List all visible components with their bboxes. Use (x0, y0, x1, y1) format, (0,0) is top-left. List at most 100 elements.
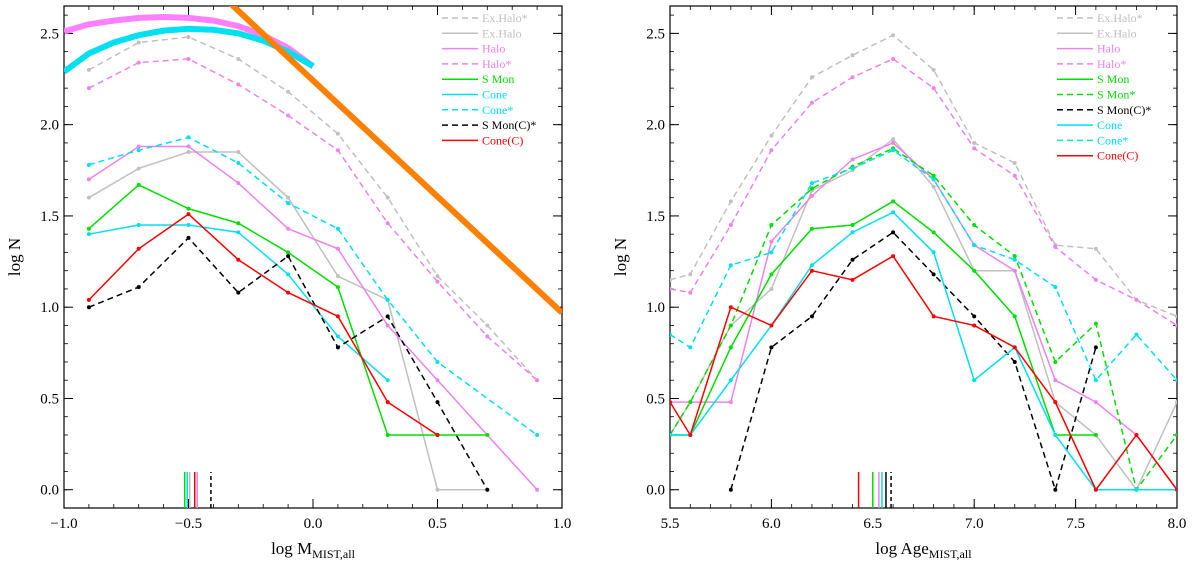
legend-label: Ex.Halo (1097, 26, 1137, 40)
data-point (931, 250, 936, 255)
data-point (1175, 432, 1177, 437)
x-axis-label: log AgeMIST,all (875, 539, 972, 561)
data-point (931, 314, 936, 319)
data-point (809, 263, 814, 268)
data-point (435, 279, 440, 284)
data-point (728, 223, 733, 228)
series-line (670, 142, 1177, 491)
data-point (136, 223, 141, 228)
legend-label: Cone(C) (1097, 149, 1138, 163)
data-point (1012, 257, 1017, 262)
data-point (335, 246, 340, 251)
data-point (335, 334, 340, 339)
data-point (1012, 254, 1017, 259)
data-point (186, 206, 191, 211)
data-point (891, 140, 896, 145)
data-point (931, 173, 936, 178)
legend-label: Cone* (1097, 133, 1128, 147)
series-line (670, 34, 1177, 318)
data-point (186, 223, 191, 228)
data-point (335, 274, 340, 279)
data-point (335, 345, 340, 350)
legend-label: Ex.Halo* (1097, 11, 1143, 25)
data-point (1053, 378, 1058, 383)
data-point (136, 166, 141, 171)
data-point (809, 268, 814, 273)
data-point (335, 131, 340, 136)
data-point (186, 212, 191, 217)
series-line (88, 213, 438, 436)
data-point (385, 314, 390, 319)
data-point (670, 286, 672, 291)
data-point (86, 232, 91, 237)
legend-label: Halo (1097, 42, 1120, 56)
data-point (1175, 314, 1177, 319)
data-point (236, 290, 241, 295)
series-line (88, 136, 538, 436)
data-point (850, 53, 855, 58)
y-tick-label: 0.5 (40, 391, 59, 407)
data-point (891, 148, 896, 153)
data-point (972, 378, 977, 383)
data-point (86, 86, 91, 91)
data-point (1093, 321, 1098, 326)
data-point (485, 487, 490, 492)
data-point (1012, 345, 1017, 350)
data-point (385, 221, 390, 226)
data-point (236, 82, 241, 87)
x-axis-label-subscript: MIST,all (929, 547, 972, 561)
x-tick-label: 6.0 (762, 516, 781, 532)
data-point (769, 239, 774, 244)
legend-label: Cone(C) (482, 133, 523, 147)
data-point (728, 323, 733, 328)
data-point (931, 177, 936, 182)
data-point (850, 230, 855, 235)
series-line (670, 211, 1177, 491)
legend-label: S Mon(C)* (1097, 103, 1151, 117)
data-point (485, 323, 490, 328)
data-point (286, 226, 291, 231)
y-tick-label: 1.5 (646, 209, 665, 225)
data-point (931, 67, 936, 72)
data-point (385, 378, 390, 383)
data-point (891, 56, 896, 61)
data-point (1053, 285, 1058, 290)
data-point (809, 75, 814, 80)
series-line (670, 255, 1177, 492)
data-point (769, 148, 774, 153)
age-panel: 5.5 6.0 6.5 7.0 7.5 8.0 0.0 0.5 1.0 1.5 2.0 2.5 log … (611, 5, 1186, 561)
y-axis-label: log N (5, 238, 24, 276)
data-point (136, 40, 141, 45)
data-point (236, 150, 241, 155)
data-point (136, 60, 141, 65)
data-point (688, 272, 693, 277)
data-point (891, 210, 896, 215)
data-point (1093, 277, 1098, 282)
x-tick-label: 0.0 (304, 516, 323, 532)
data-point (1175, 487, 1177, 492)
legend-label: Halo* (482, 57, 511, 71)
data-point (809, 186, 814, 191)
data-point (236, 257, 241, 262)
data-point (1093, 345, 1098, 350)
legend-label: S Mon(C)* (482, 118, 536, 132)
data-point (931, 272, 936, 277)
data-point (891, 230, 896, 235)
data-point (809, 314, 814, 319)
data-point (972, 323, 977, 328)
data-point (535, 487, 540, 492)
data-point (728, 305, 733, 310)
data-point (435, 400, 440, 405)
data-point (535, 378, 540, 383)
data-point (850, 277, 855, 282)
legend-label: Cone (482, 88, 507, 102)
x-tick-label: 7.5 (1066, 516, 1085, 532)
data-point (385, 297, 390, 302)
y-tick-label: 1.0 (40, 300, 59, 316)
data-point (136, 246, 141, 251)
data-point (931, 230, 936, 235)
data-point (728, 400, 733, 405)
data-point (186, 235, 191, 240)
data-point (186, 150, 191, 155)
